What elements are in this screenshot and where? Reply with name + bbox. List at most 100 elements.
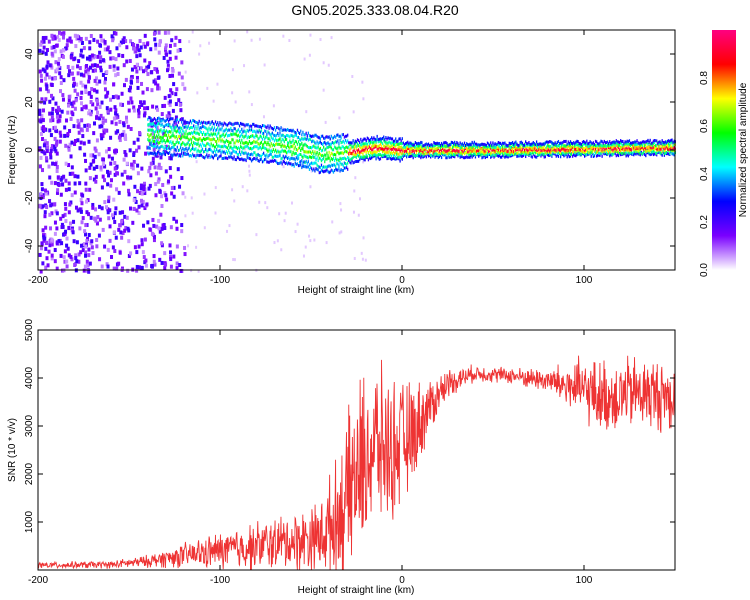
spectrogram-cell [285,128,288,132]
spectrogram-cell [311,156,313,160]
spectrogram-cell [210,142,212,146]
spectrogram-cell [205,126,207,130]
spectrogram-cell [166,139,169,143]
spectrogram-cell [155,125,159,130]
spectrogram-cell [326,168,328,172]
spectrogram-cell [406,149,408,153]
spectrogram-cell [620,149,622,153]
spectrogram-cell [184,132,186,136]
spectrogram-cell [152,139,154,143]
spectrogram-cell [226,151,229,155]
spectrogram-cell [237,140,240,144]
spectrogram-cell [156,179,160,184]
spectrogram-cell [278,150,280,154]
spectrogram-cell [260,154,263,158]
spectrogram-xtick-label: -100 [210,275,230,286]
spectrogram-cell [196,150,198,154]
spectrogram-cell [340,208,343,212]
spectrogram-cell [50,93,54,98]
spectrogram-cell [106,247,110,252]
spectrogram-cell [556,141,558,145]
spectrogram-cell [186,132,188,136]
spectrogram-cell [448,145,450,149]
spectrogram-cell [339,156,341,160]
spectrogram-cell [149,118,153,123]
spectrogram-cell [549,149,551,153]
spectrogram-cell [45,149,49,154]
spectrogram-cell [304,160,306,164]
spectrogram-cell [246,156,248,160]
spectrogram-cell [170,38,174,43]
spectrogram-cell [103,244,107,249]
spectrogram-cell [79,243,83,248]
spectrogram-cell [384,147,386,151]
spectrogram-cell [243,147,246,151]
spectrogram-cell [300,163,302,167]
spectrogram-cell [449,143,451,147]
spectrogram-cell [186,152,188,156]
spectrogram-cell [409,141,411,145]
spectrogram-cell [52,44,56,49]
spectrogram-cell [521,148,524,152]
spectrogram-cell [232,258,235,262]
spectrogram-cell [152,141,156,146]
spectrogram-cell [547,144,550,148]
spectrogram-cell [230,145,232,149]
spectrogram-cell [154,136,157,140]
spectrogram-cell [303,165,305,169]
spectrogram-cell [206,127,208,131]
spectrogram-cell [95,237,99,242]
spectrogram-cell [581,149,584,153]
spectrogram-cell [629,151,632,155]
spectrogram-cell [599,143,601,147]
spectrogram-cell [234,121,236,125]
spectrogram-cell [586,146,588,150]
spectrogram-cell [530,152,532,156]
spectrogram-cell [295,152,298,156]
spectrogram-cell [60,241,64,246]
spectrogram-cell [666,144,669,148]
spectrogram-cell [603,150,605,154]
spectrogram-cell [432,154,434,158]
spectrogram-cell [64,161,68,166]
spectrogram-cell [281,133,283,137]
spectrogram-cell [476,143,479,147]
spectrogram-cell [198,137,200,141]
spectrogram-cell [279,131,281,135]
spectrogram-cell [345,134,348,138]
spectrogram-cell [290,141,292,145]
spectrogram-cell [562,144,564,148]
spectrogram-cell [103,200,107,205]
spectrogram-cell [235,158,237,162]
spectrogram-cell [661,145,663,149]
spectrogram-cell [504,145,506,149]
spectrogram-cell [353,141,355,145]
spectrogram-cell [550,148,552,152]
spectrogram-cell [645,147,647,151]
spectrogram-cell [158,39,162,44]
spectrogram-cell [174,121,178,126]
spectrogram-cell [336,147,338,151]
spectrogram-cell [474,155,477,159]
spectrogram-cell [354,150,356,154]
spectrogram-cell [266,135,268,139]
spectrogram-cell [312,155,314,159]
spectrogram-cell [200,138,203,142]
spectrogram-cell [237,128,240,132]
spectrogram-cell [136,108,140,113]
spectrogram-cell [188,127,190,131]
spectrogram-cell [344,138,347,142]
spectrogram-cell [139,186,143,191]
spectrogram-cell [616,153,619,157]
spectrogram-cell [108,238,112,243]
spectrogram-cell [653,148,656,152]
spectrogram-cell [162,149,166,154]
spectrogram-cell [551,149,553,153]
spectrogram-cell [550,140,552,144]
spectrogram-cell [62,232,66,237]
spectrogram-cell [89,65,93,70]
spectrogram-cell [471,146,473,150]
spectrogram-cell [514,144,516,148]
spectrogram-cell [463,156,466,160]
spectrogram-cell [326,151,328,155]
